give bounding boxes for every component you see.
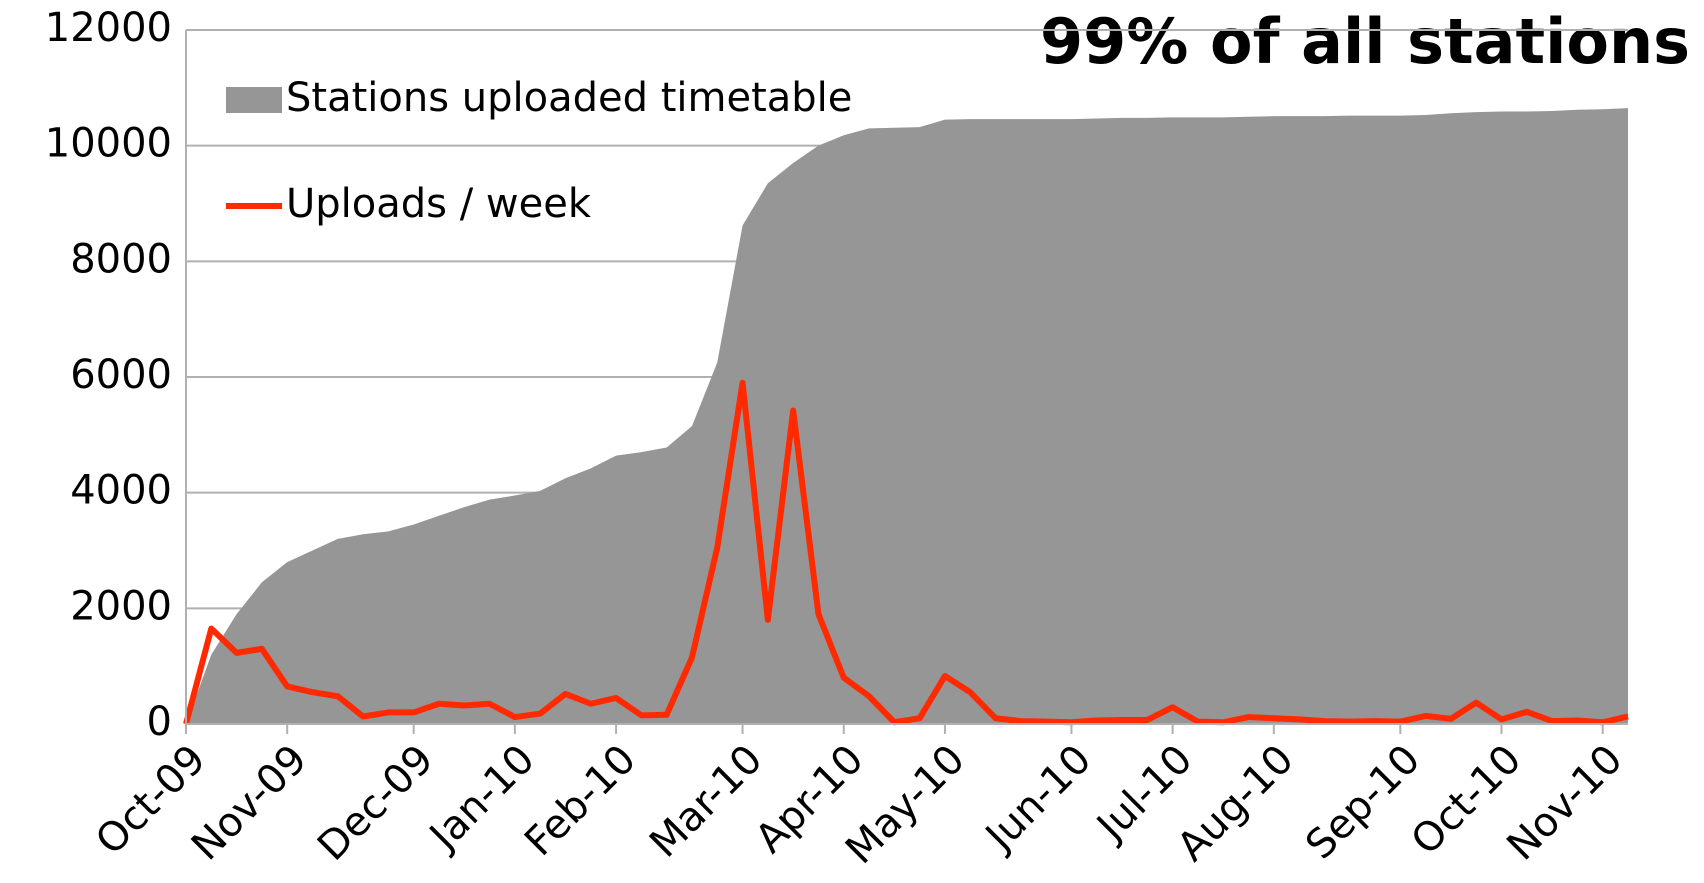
y-tick-label: 4000 (70, 468, 172, 514)
area (186, 108, 1628, 724)
x-tick-label: Sep-10 (1297, 736, 1429, 868)
x-tick-label: Mar-10 (641, 736, 771, 866)
y-tick-label: 0 (147, 699, 172, 745)
y-tick-label: 10000 (45, 121, 172, 167)
legend-label: Uploads / week (286, 181, 592, 227)
x-tick-label: Dec-09 (309, 736, 442, 869)
line (183, 379, 1629, 726)
x-tick-label: Nov-09 (183, 736, 316, 869)
x-tick-label: Feb-10 (516, 736, 645, 865)
annotation: 99% of all stations (1040, 5, 1690, 78)
y-tick-label: 12000 (45, 5, 172, 51)
y-tick-label: 6000 (70, 352, 172, 398)
y-tick-label: 8000 (70, 236, 172, 282)
y-tick-label: 2000 (70, 583, 172, 629)
legend-label: Stations uploaded timetable (286, 75, 852, 121)
x-tick-label: Jun-10 (975, 736, 1100, 861)
legend-swatch (226, 87, 282, 113)
x-tick-label: Nov-10 (1498, 736, 1631, 869)
